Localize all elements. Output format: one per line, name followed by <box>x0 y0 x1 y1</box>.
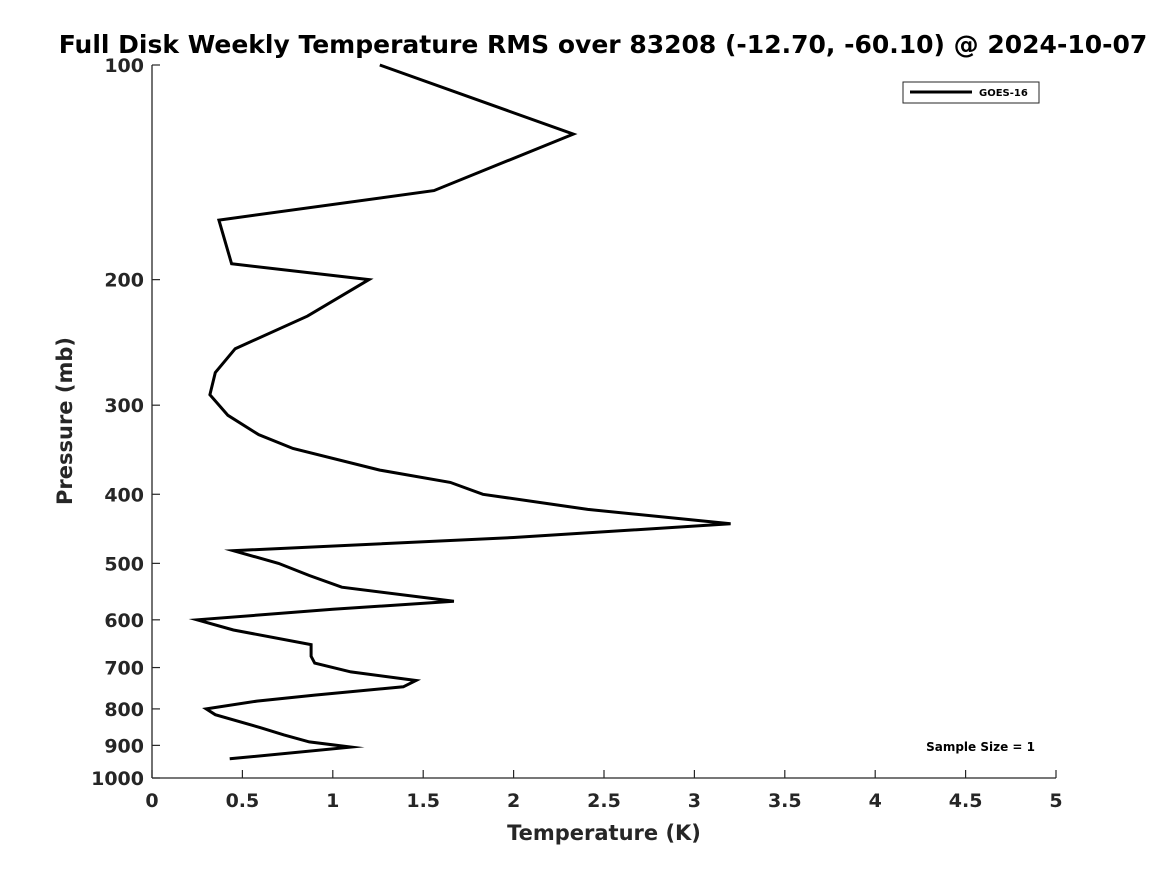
x-tick-label: 0 <box>145 790 158 812</box>
chart-title: Full Disk Weekly Temperature RMS over 83… <box>59 30 1148 59</box>
x-axis-ticks: 0 0.5 1 1.5 2 2.5 3 3.5 4 4.5 5 <box>145 770 1063 812</box>
x-tick-label: 0.5 <box>226 790 260 812</box>
y-tick-label: 800 <box>104 699 144 721</box>
y-tick-label: 500 <box>104 553 144 575</box>
y-tick-label: 600 <box>104 610 144 632</box>
y-axis-ticks: 100 200 300 400 500 600 700 800 900 1000 <box>91 55 160 790</box>
y-axis-label: Pressure (mb) <box>53 337 77 505</box>
x-tick-label: 2.5 <box>587 790 621 812</box>
x-tick-label: 3.5 <box>768 790 802 812</box>
x-tick-label: 2 <box>507 790 520 812</box>
x-tick-label: 3 <box>688 790 701 812</box>
y-tick-label: 200 <box>104 270 144 292</box>
plot-area: 0 0.5 1 1.5 2 2.5 3 3.5 4 4.5 5 100 200 300 400 500 600… <box>91 55 1063 812</box>
series-line-goes-16 <box>188 63 731 761</box>
series-group <box>188 63 731 761</box>
sample-size-annotation: Sample Size = 1 <box>926 740 1035 754</box>
y-tick-label: 1000 <box>91 768 144 790</box>
y-tick-label: 400 <box>104 484 144 506</box>
legend-entry-goes-16: GOES-16 <box>979 88 1028 99</box>
x-tick-label: 4 <box>869 790 882 812</box>
x-tick-label: 4.5 <box>949 790 983 812</box>
x-tick-label: 5 <box>1049 790 1062 812</box>
y-tick-label: 300 <box>104 395 144 417</box>
legend: GOES-16 <box>902 81 1040 104</box>
y-tick-label: 100 <box>104 55 144 77</box>
y-tick-label: 900 <box>104 735 144 757</box>
x-tick-label: 1 <box>326 790 339 812</box>
y-tick-label: 700 <box>104 658 144 680</box>
x-axis-label: Temperature (K) <box>507 821 701 845</box>
x-tick-label: 1.5 <box>406 790 440 812</box>
